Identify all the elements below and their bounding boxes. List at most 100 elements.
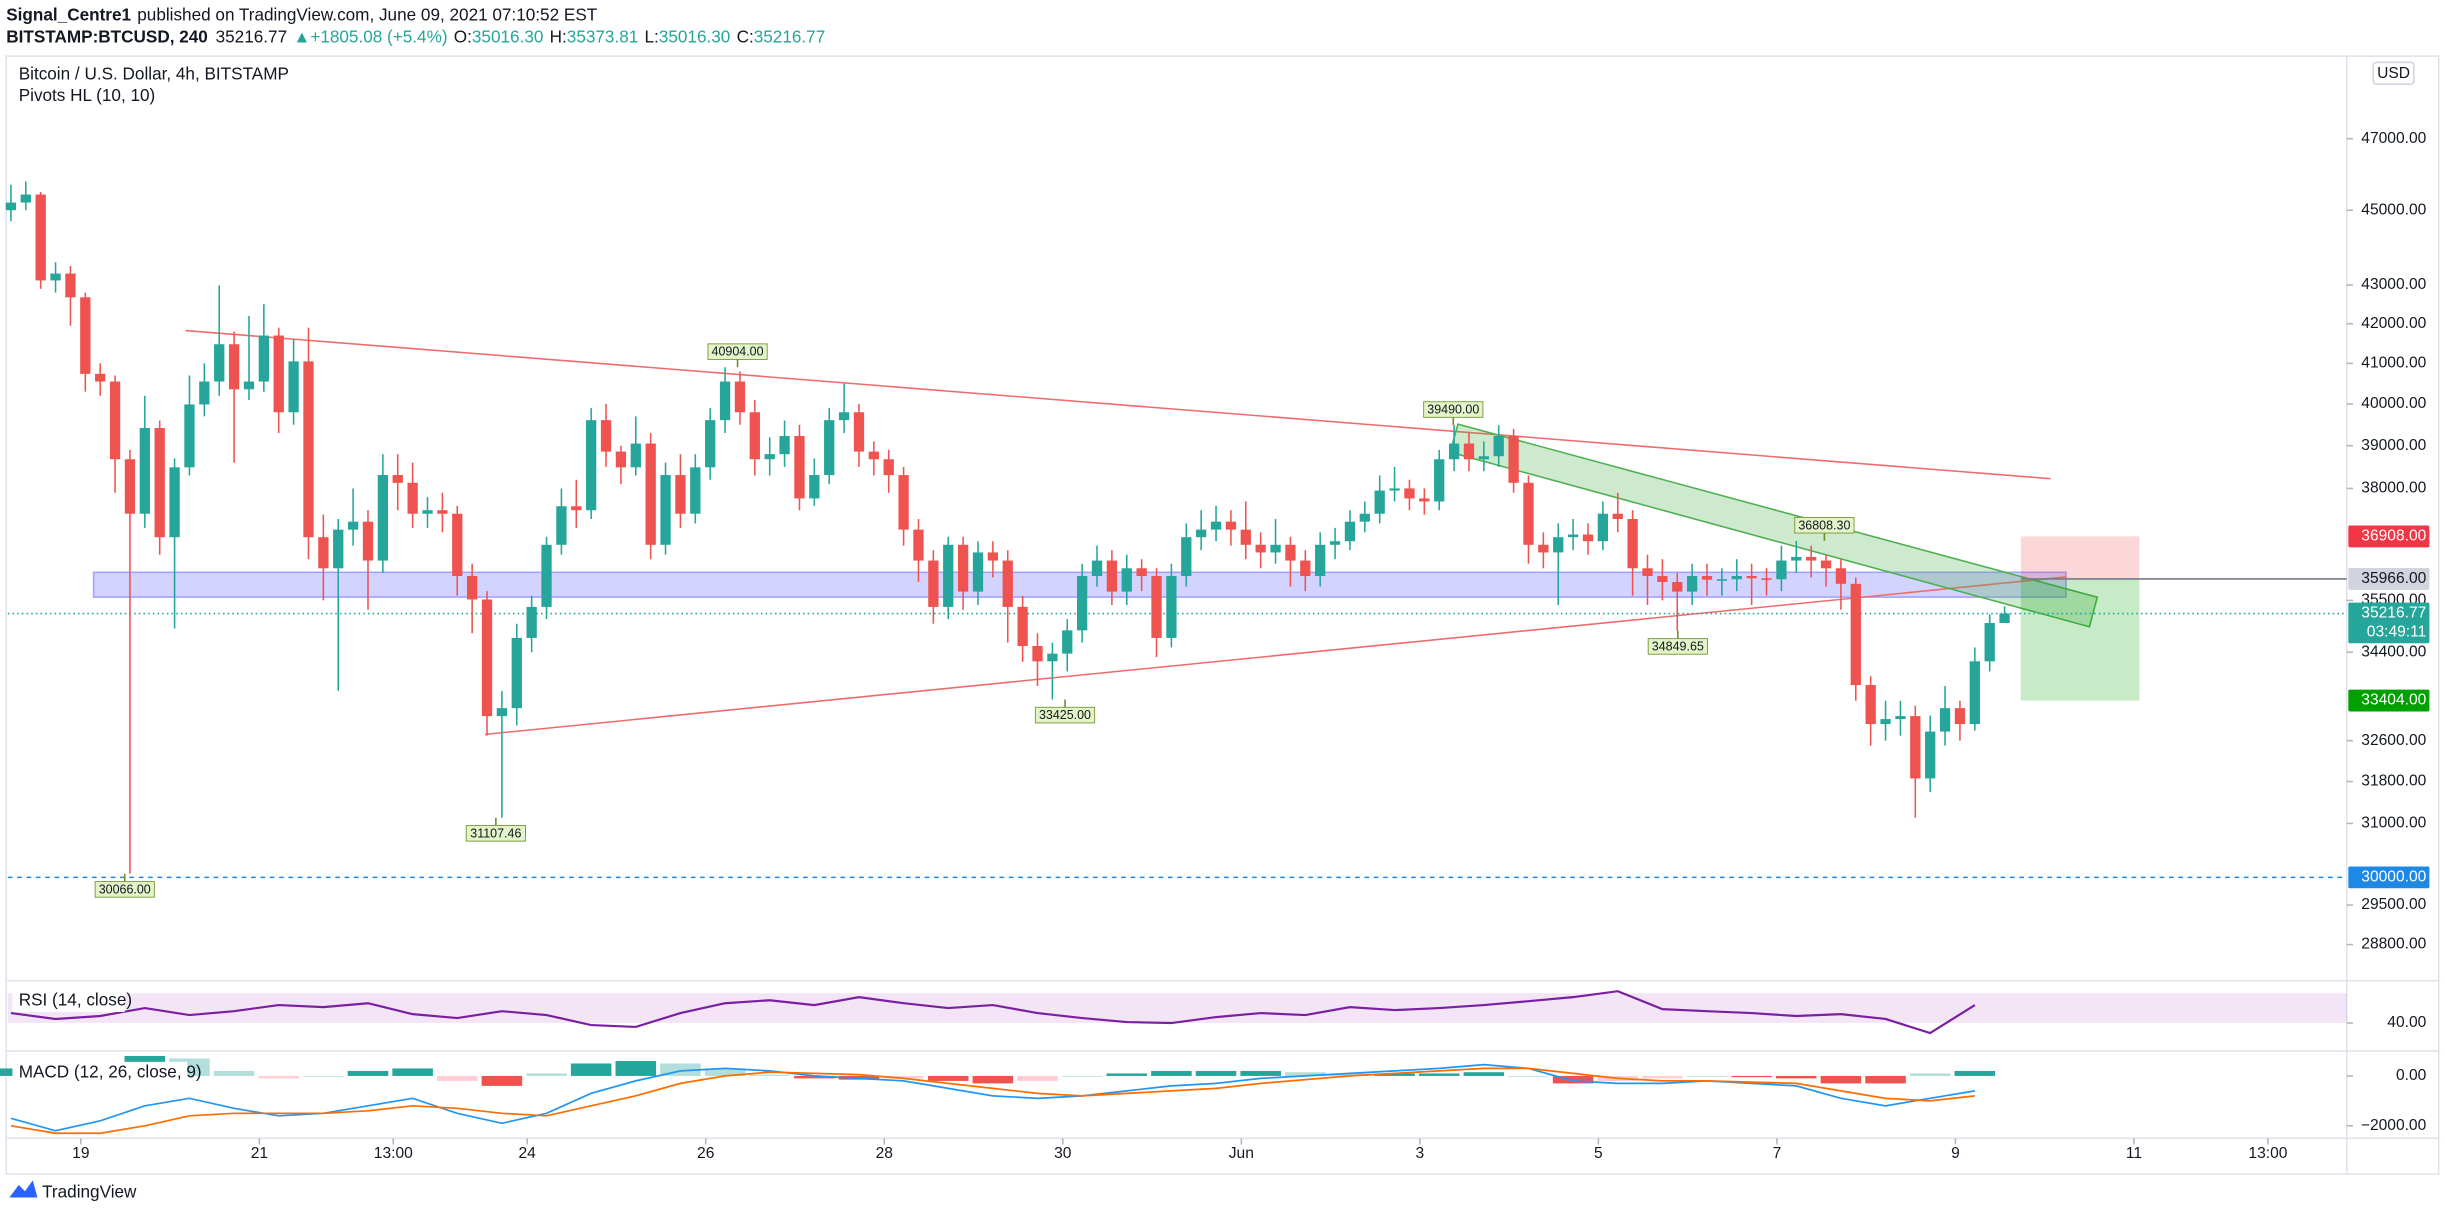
candle-body [1419, 498, 1430, 502]
candle-body [1062, 630, 1073, 654]
macd-histogram-bar [1374, 1073, 1415, 1076]
candle-body [1910, 716, 1921, 779]
y-tick-label: 32600.00 [2361, 732, 2426, 749]
macd-histogram-bar [704, 1068, 746, 1076]
macd-histogram-bar [883, 1075, 924, 1079]
macd-histogram-bar [1061, 1075, 1103, 1077]
candle-body [1999, 613, 2010, 623]
candle-body [80, 297, 91, 374]
candle-body [660, 475, 671, 545]
last-price: 35216.77 [216, 26, 288, 46]
candle-body [556, 506, 567, 545]
candle-body [630, 443, 641, 468]
last-price-box [2348, 602, 2430, 644]
candle-body [1612, 513, 1623, 520]
candle-body [5, 202, 17, 211]
candle-body [1523, 482, 1534, 545]
price-label-box [2348, 689, 2430, 712]
candle-body [1047, 653, 1058, 662]
x-tick-label: 7 [1773, 1145, 1782, 1162]
pivot-label: 30066.00 [99, 882, 151, 896]
y-tick-label: 40000.00 [2361, 395, 2426, 412]
candle-body [1210, 521, 1222, 530]
candle-body [1181, 537, 1192, 577]
candle-body [1746, 576, 1757, 579]
candle-body [20, 194, 31, 203]
candle-body [824, 420, 835, 476]
candle-body [452, 513, 463, 577]
candle-body [1835, 568, 1847, 584]
x-tick-label: 5 [1594, 1145, 1603, 1162]
candle-body [65, 273, 76, 298]
pivot-label: 33425.00 [1039, 708, 1091, 722]
candle-body [1627, 519, 1638, 569]
candle-body [705, 420, 716, 468]
y-tick-label: 29500.00 [2361, 896, 2426, 913]
macd-histogram-bar [1418, 1073, 1460, 1076]
y-tick-label: 39000.00 [2361, 437, 2426, 454]
candle-body [719, 381, 731, 421]
brand: TradingView [42, 1181, 137, 1201]
candle-body [1895, 716, 1906, 720]
candle-body [1553, 537, 1564, 553]
macd-histogram-bar [1151, 1070, 1192, 1076]
ohlc-key: C: [737, 26, 754, 46]
candle-body [779, 436, 790, 455]
author: Signal_Centre1 [6, 4, 131, 24]
candle-body [1493, 436, 1504, 457]
candle-body [1196, 529, 1207, 538]
price-label-box [2348, 568, 2430, 590]
candle-body [1076, 576, 1088, 631]
candle-body [1538, 544, 1549, 553]
candle-body [407, 482, 418, 514]
macd-histogram-bar [1642, 1075, 1683, 1079]
candle-body [1954, 708, 1966, 725]
y-tick-label: 31000.00 [2361, 815, 2426, 832]
channel [1449, 423, 2099, 628]
x-tick-label: 13:00 [374, 1145, 413, 1162]
x-tick-label: Jun [1229, 1145, 1254, 1162]
rsi-title: RSI (14, close) [19, 990, 132, 1010]
candle-body [809, 475, 820, 499]
candle-body [943, 544, 954, 607]
candle-body [1657, 576, 1668, 582]
price-label: 30000.00 [2361, 869, 2426, 886]
x-tick-label: 11 [2126, 1145, 2142, 1162]
macd-histogram-bar [1686, 1075, 1728, 1077]
x-tick-label: 30 [1054, 1145, 1072, 1162]
candle-body [898, 475, 909, 530]
y-tick-label: 38000.00 [2361, 480, 2426, 497]
candle-body [1300, 560, 1311, 577]
rsi-band [7, 993, 2347, 1023]
macd-histogram-bar [481, 1075, 523, 1086]
ohlc-value: 35216.77 [754, 26, 826, 46]
candle-body [199, 381, 210, 405]
candle-body [362, 521, 374, 561]
candle-body [184, 404, 195, 468]
pivot-box [1034, 706, 1096, 724]
candle-body [347, 521, 359, 530]
candle-body [1969, 661, 1980, 725]
macd-histogram-bar [1820, 1075, 1862, 1084]
macd-histogram-bar [436, 1075, 478, 1081]
candle-body [972, 552, 984, 592]
macd-histogram-bar [258, 1075, 299, 1079]
candle-body [675, 475, 686, 514]
candle-body [243, 381, 255, 390]
candle-body [615, 451, 627, 468]
candle-body [1865, 685, 1876, 725]
candle-body [511, 637, 522, 709]
macd-histogram-bar [347, 1070, 389, 1076]
macd-histogram-bar [749, 1074, 790, 1076]
macd-histogram-bar [303, 1075, 344, 1077]
macd-histogram-bar [1909, 1073, 1951, 1076]
candle-body [258, 335, 269, 382]
y-tick-label: 34400.00 [2361, 643, 2426, 660]
price-label-box [2348, 525, 2430, 548]
candle-body [1136, 568, 1147, 577]
candle-body [1701, 576, 1713, 580]
macd-line [10, 1063, 1976, 1132]
candle-body [35, 194, 46, 281]
